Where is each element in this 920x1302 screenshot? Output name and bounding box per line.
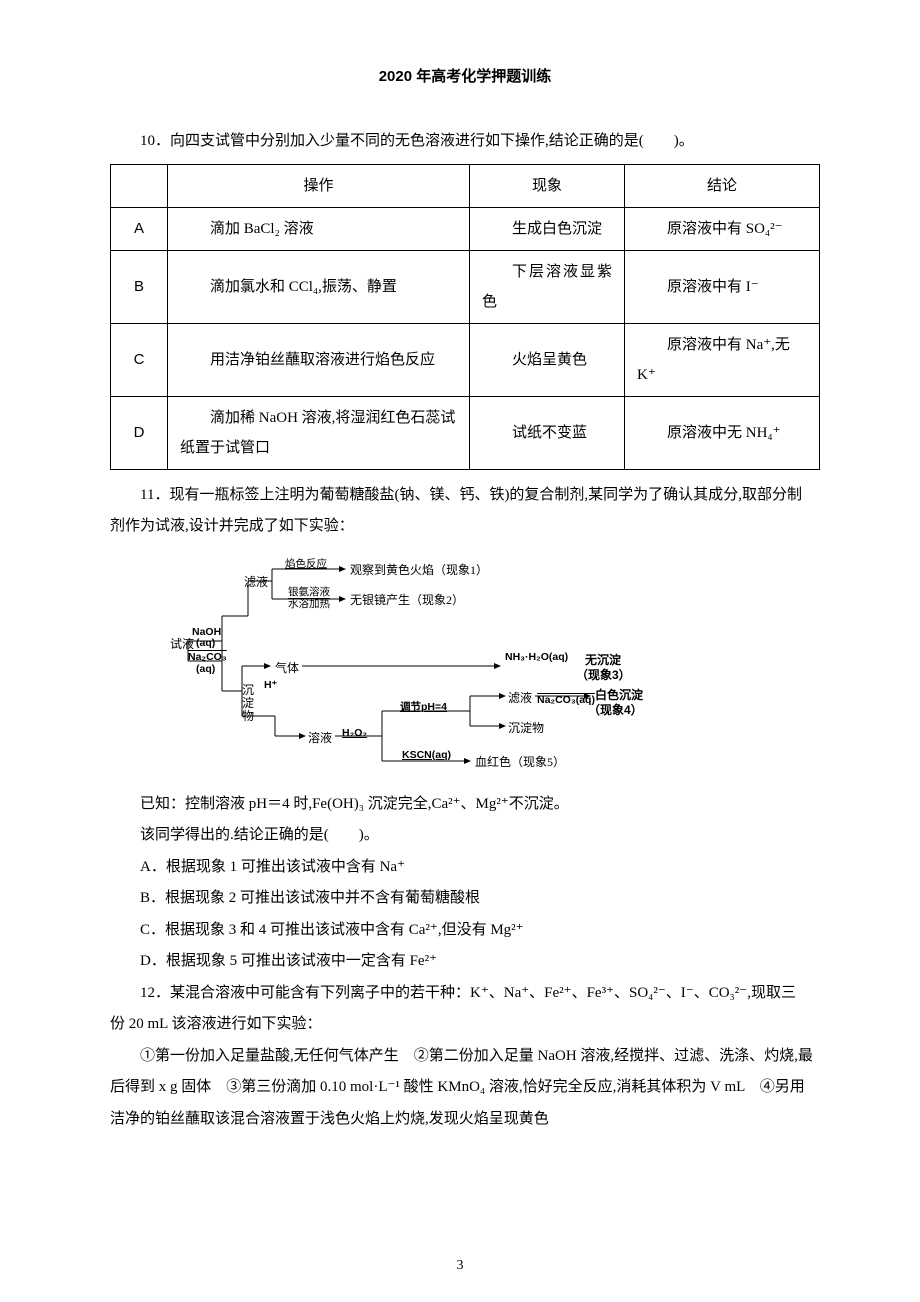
row-phen: 火焰呈黄色 bbox=[470, 323, 625, 396]
row-conc: 原溶液中有 Na⁺,无 K⁺ bbox=[625, 323, 820, 396]
q11-stem-a: 11．现有一瓶标签上注明为葡萄糖酸盐(钠、镁、钙、铁)的复合制剂,某同学为了确认… bbox=[110, 480, 820, 512]
flow-aq1: (aq) bbox=[196, 637, 215, 649]
q12-stem-a: 12．某混合溶液中可能含有下列离子中的若干种：K⁺、Na⁺、Fe²⁺、Fe³⁺、… bbox=[110, 978, 820, 1010]
flow-red: 血红色（现象5） bbox=[475, 753, 565, 770]
q12-stem-b: 份 20 mL 该溶液进行如下实验： bbox=[110, 1009, 820, 1041]
q11-ask: 该同学得出的.结论正确的是( )。 bbox=[110, 820, 820, 852]
page-number: 3 bbox=[0, 1258, 920, 1274]
flow-silver-res: 无银镜产生（现象2） bbox=[350, 591, 464, 608]
q10-stem: 10．向四支试管中分别加入少量不同的无色溶液进行如下操作,结论正确的是( )。 bbox=[110, 126, 820, 158]
flow-flame-res: 观察到黄色火焰（现象1） bbox=[350, 561, 488, 578]
row-conc: 原溶液中有 I⁻ bbox=[625, 250, 820, 323]
table-row: A 滴加 BaCl₂ 溶液 生成白色沉淀 原溶液中有 SO₄²⁻ bbox=[111, 207, 820, 250]
q11-option-d: D．根据现象 5 可推出该试液中一定含有 Fe²⁺ bbox=[110, 946, 820, 978]
table-row: C 用洁净铂丝蘸取溶液进行焰色反应 火焰呈黄色 原溶液中有 Na⁺,无 K⁺ bbox=[111, 323, 820, 396]
q11-stem-b: 剂作为试液,设计并完成了如下实验： bbox=[110, 511, 820, 543]
th-op: 操作 bbox=[168, 164, 470, 207]
row-op: 用洁净铂丝蘸取溶液进行焰色反应 bbox=[168, 323, 470, 396]
row-label: A bbox=[111, 207, 168, 250]
q12-items-b: 后得到 x g 固体 ③第三份滴加 0.10 mol·L⁻¹ 酸性 KMnO₄ … bbox=[110, 1072, 820, 1104]
flow-flame-arrow: 焰色反应 bbox=[285, 556, 327, 571]
flow-start: 试液 bbox=[170, 635, 194, 652]
flow-aq2: (aq) bbox=[196, 663, 215, 675]
flow-filtrate2: 滤液 bbox=[508, 689, 532, 706]
flow-hplus: H⁺ bbox=[264, 679, 277, 691]
flow-silver-2: 水浴加热 bbox=[288, 596, 330, 611]
q11-option-a: A．根据现象 1 可推出该试液中含有 Na⁺ bbox=[110, 852, 820, 884]
row-label: B bbox=[111, 250, 168, 323]
q11-option-c: C．根据现象 3 和 4 可推出该试液中含有 Ca²⁺,但没有 Mg²⁺ bbox=[110, 915, 820, 947]
th-blank bbox=[111, 164, 168, 207]
q11-option-b: B．根据现象 2 可推出该试液中并不含有葡萄糖酸根 bbox=[110, 883, 820, 915]
flow-h2o2: H₂O₂ bbox=[342, 727, 367, 739]
table-header-row: 操作 现象 结论 bbox=[111, 164, 820, 207]
row-label: C bbox=[111, 323, 168, 396]
q10-table: 操作 现象 结论 A 滴加 BaCl₂ 溶液 生成白色沉淀 原溶液中有 SO₄²… bbox=[110, 164, 820, 470]
row-op: 滴加 BaCl₂ 溶液 bbox=[168, 207, 470, 250]
row-label: D bbox=[111, 396, 168, 469]
flow-adjph: 调节pH=4 bbox=[400, 699, 447, 714]
row-conc: 原溶液中无 NH₄⁺ bbox=[625, 396, 820, 469]
flow-na2co3: Na₂CO₃ bbox=[188, 651, 227, 663]
table-row: D 滴加稀 NaOH 溶液,将湿润红色石蕊试纸置于试管口 试纸不变蓝 原溶液中无… bbox=[111, 396, 820, 469]
flow-na2co3b: Na₂CO₃(aq) bbox=[537, 694, 595, 706]
flow-nh3-res2: （现象3） bbox=[576, 666, 631, 683]
flow-precip-c: 物 bbox=[242, 707, 254, 724]
flow-nh3: NH₃·H₂O(aq) bbox=[505, 651, 568, 663]
row-phen: 下层溶液显紫色 bbox=[470, 250, 625, 323]
row-phen: 试纸不变蓝 bbox=[470, 396, 625, 469]
q11-known: 已知：控制溶液 pH＝4 时,Fe(OH)₃ 沉淀完全,Ca²⁺、Mg²⁺不沉淀… bbox=[110, 789, 820, 821]
row-conc: 原溶液中有 SO₄²⁻ bbox=[625, 207, 820, 250]
flow-gas: 气体 bbox=[275, 659, 299, 676]
q12-items-c: 洁净的铂丝蘸取该混合溶液置于浅色火焰上灼烧,发现火焰呈现黄色 bbox=[110, 1104, 820, 1136]
th-phen: 现象 bbox=[470, 164, 625, 207]
flow-precip2: 沉淀物 bbox=[508, 719, 544, 736]
q12-items-a: ①第一份加入足量盐酸,无任何气体产生 ②第二份加入足量 NaOH 溶液,经搅拌、… bbox=[110, 1041, 820, 1073]
page: 2020 年高考化学押题训练 10．向四支试管中分别加入少量不同的无色溶液进行如… bbox=[0, 0, 920, 1302]
flow-kscn: KSCN(aq) bbox=[402, 749, 451, 761]
flow-white2: （现象4） bbox=[588, 701, 643, 718]
flow-soln: 溶液 bbox=[308, 729, 332, 746]
flow-filtrate: 滤液 bbox=[244, 573, 268, 590]
page-title: 2020 年高考化学押题训练 bbox=[110, 65, 820, 86]
q11-flowchart: 试液 NaOH (aq) Na₂CO₃ (aq) 滤液 焰色反应 观察到黄色火焰… bbox=[170, 551, 650, 781]
table-row: B 滴加氯水和 CCl₄,振荡、静置 下层溶液显紫色 原溶液中有 I⁻ bbox=[111, 250, 820, 323]
row-phen: 生成白色沉淀 bbox=[470, 207, 625, 250]
th-conc: 结论 bbox=[625, 164, 820, 207]
row-op: 滴加氯水和 CCl₄,振荡、静置 bbox=[168, 250, 470, 323]
row-op: 滴加稀 NaOH 溶液,将湿润红色石蕊试纸置于试管口 bbox=[168, 396, 470, 469]
